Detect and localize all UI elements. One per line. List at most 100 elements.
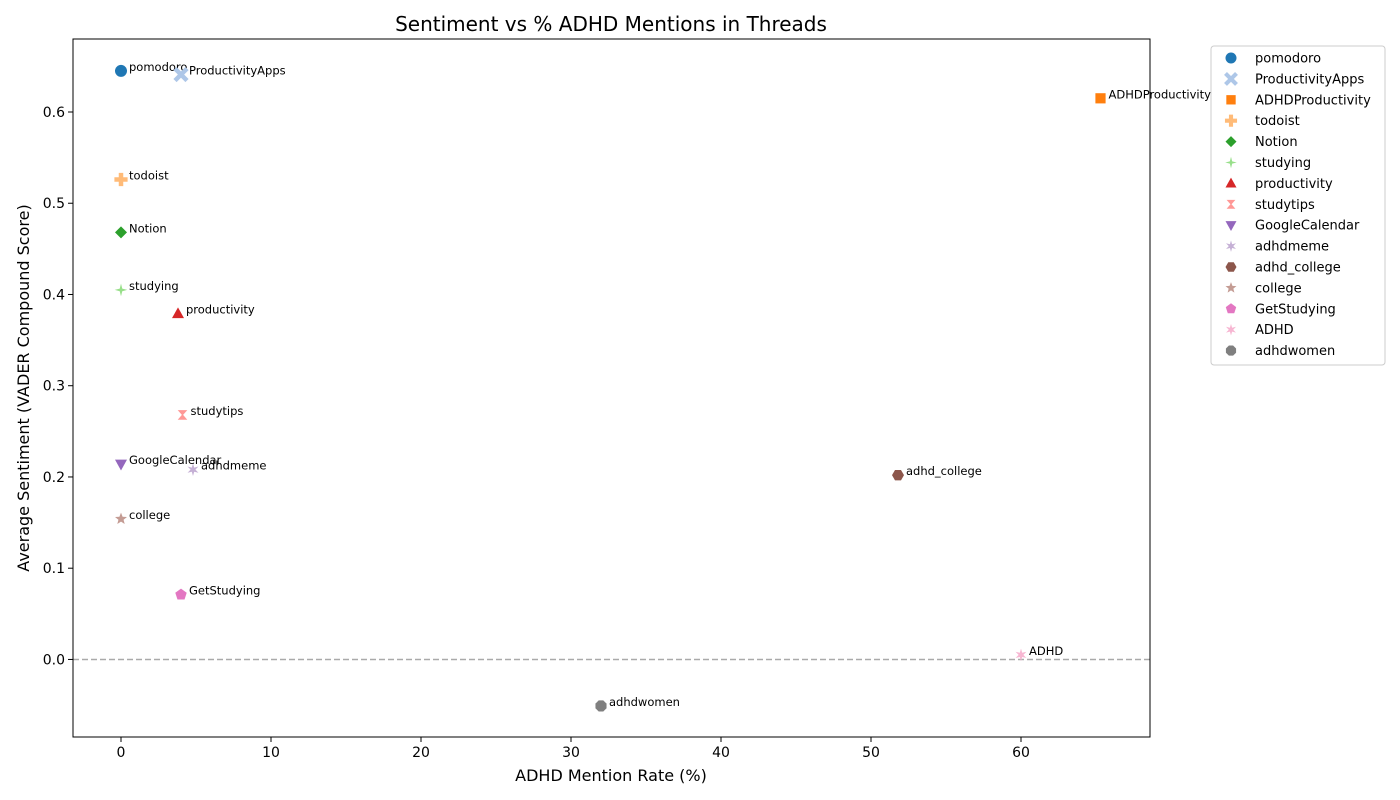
legend-marker (1226, 199, 1236, 209)
legend-item-pomodoro: pomodoro (1225, 52, 1321, 67)
legend-label: pomodoro (1255, 52, 1321, 67)
legend-item-Notion: Notion (1225, 135, 1298, 150)
legend-item-ADHD: ADHD (1226, 323, 1294, 338)
marker-shape (595, 700, 607, 712)
legend-label: todoist (1255, 114, 1300, 129)
legend-item-ADHDProductivity: ADHDProductivity (1226, 93, 1371, 108)
legend-marker (1225, 156, 1237, 169)
marker-shape (1226, 240, 1236, 252)
marker-shape (115, 64, 127, 77)
data-label-GoogleCalendar: GoogleCalendar (129, 453, 222, 467)
data-point-adhdwomen (595, 700, 607, 712)
marker-shape (1226, 323, 1236, 336)
x-tick-label: 50 (862, 745, 880, 761)
legend-item-adhdwomen: adhdwomen (1225, 344, 1335, 359)
data-label-studying: studying (129, 279, 179, 293)
data-point-college (115, 512, 127, 525)
marker-shape (115, 226, 127, 239)
marker-shape (114, 172, 128, 187)
legend-item-studytips: studytips (1226, 198, 1315, 213)
data-point-ADHDProductivity (1095, 93, 1106, 104)
data-point-pomodoro (115, 64, 127, 77)
marker-shape (1224, 71, 1238, 86)
data-point-todoist (114, 172, 128, 187)
legend-label: productivity (1255, 177, 1333, 192)
legend-marker (1225, 345, 1237, 356)
legend-label: ADHDProductivity (1255, 93, 1371, 108)
data-label-Notion: Notion (129, 221, 167, 235)
legend-label: ADHD (1255, 323, 1294, 338)
x-tick-label: 60 (1012, 745, 1030, 761)
y-tick-label: 0.1 (43, 561, 65, 577)
legend: pomodoro ProductivityApps ADHDProductivity… (1210, 45, 1386, 366)
legend-item-productivity: productivity (1225, 177, 1333, 192)
x-tick-label: 20 (412, 745, 430, 761)
data-label-adhdwomen: adhdwomen (609, 695, 680, 709)
chart-title: Sentiment vs % ADHD Mentions in Threads (395, 12, 827, 36)
legend-item-college: college (1225, 281, 1302, 296)
legend-item-adhdmeme: adhdmeme (1226, 240, 1329, 255)
data-label-ADHDProductivity: ADHDProductivity (1109, 87, 1212, 101)
y-tick-label: 0.0 (43, 652, 65, 668)
data-label-ProductivityApps: ProductivityApps (189, 64, 286, 78)
data-point-Notion (115, 226, 127, 239)
y-tick-label: 0.4 (43, 287, 65, 303)
marker-shape (1224, 114, 1238, 127)
legend-label: Notion (1255, 135, 1298, 150)
marker-shape (115, 512, 127, 525)
data-point-productivity (172, 307, 184, 319)
legend-marker (1225, 221, 1237, 231)
legend-item-todoist: todoist (1224, 114, 1300, 129)
marker-shape (1225, 345, 1237, 356)
data-label-adhdmeme: adhdmeme (201, 459, 267, 473)
marker-shape (1225, 303, 1237, 314)
legend-box (1210, 45, 1386, 366)
marker-shape (1015, 648, 1027, 662)
data-point-ADHD (1015, 648, 1027, 662)
data-label-college: college (129, 508, 170, 522)
legend-marker (1226, 240, 1236, 252)
marker-shape (1225, 262, 1237, 272)
legend-item-GoogleCalendar: GoogleCalendar (1225, 219, 1360, 234)
data-point-studytips (177, 410, 188, 420)
marker-shape (187, 463, 199, 476)
legend-marker (1224, 114, 1238, 127)
marker-shape (1225, 136, 1237, 148)
marker-shape (1225, 221, 1237, 231)
data-point-adhd_college (892, 469, 904, 481)
data-label-ADHD: ADHD (1029, 644, 1063, 658)
marker-shape (1225, 177, 1237, 188)
data-label-adhd_college: adhd_college (906, 464, 982, 478)
legend-label: adhdmeme (1255, 240, 1329, 255)
legend-item-adhd_college: adhd_college (1225, 261, 1341, 276)
marker-shape (173, 66, 189, 83)
marker-shape (1225, 52, 1237, 64)
x-tick-label: 30 (562, 745, 580, 761)
legend-marker (1225, 262, 1237, 272)
y-tick-label: 0.3 (43, 379, 65, 395)
axes: 0 10 20 30 40 50 60 0.0 0.1 0.2 0.3 0.4 0.5 0.6 (43, 105, 1030, 761)
marker-shape (892, 469, 904, 481)
y-axis-label: Average Sentiment (VADER Compound Score) (14, 204, 33, 571)
legend-label: GoogleCalendar (1255, 219, 1360, 234)
data-label-productivity: productivity (186, 303, 255, 317)
data-point-GetStudying (175, 588, 187, 600)
legend-marker (1225, 136, 1237, 148)
x-tick-label: 10 (262, 745, 280, 761)
plot-area: pomodoro ProductivityApps ADHDProductivity… (73, 60, 1211, 712)
marker-shape (1226, 199, 1236, 209)
legend-label: GetStudying (1255, 302, 1336, 317)
marker-shape (115, 459, 127, 471)
marker-shape (1095, 93, 1106, 104)
legend-label: ProductivityApps (1255, 72, 1364, 87)
legend-marker (1226, 95, 1236, 105)
x-axis-label: ADHD Mention Rate (%) (515, 766, 707, 785)
data-point-ProductivityApps (173, 66, 189, 83)
marker-shape (177, 410, 188, 420)
legend-marker (1226, 323, 1236, 336)
legend-label: studying (1255, 156, 1311, 171)
data-label-GetStudying: GetStudying (189, 584, 260, 598)
data-point-adhdmeme (187, 463, 199, 476)
marker-shape (1226, 95, 1236, 105)
